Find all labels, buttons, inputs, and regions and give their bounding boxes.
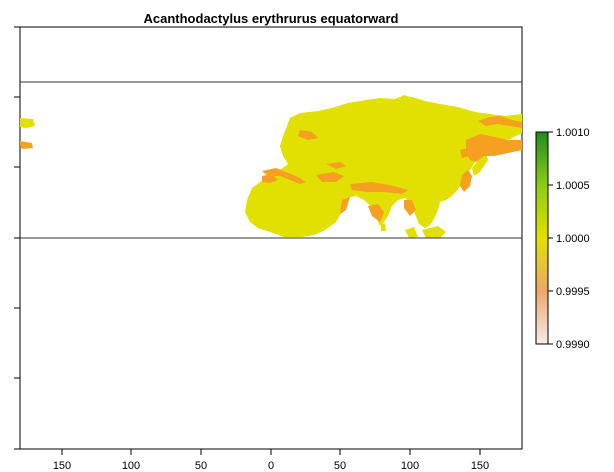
- legend-tick-label: 1.0000: [556, 233, 590, 245]
- x-tick-label: 0: [268, 460, 274, 472]
- legend-colorbar: [535, 131, 549, 345]
- raster-highlight-central-asia: [350, 182, 408, 194]
- x-tick-label: 50: [195, 460, 207, 472]
- x-tick-label: 50: [334, 460, 346, 472]
- raster-highlight-indochina: [404, 200, 416, 216]
- raster-highlight-anatolia: [316, 172, 344, 182]
- raster-highlight-mediterranean: [262, 168, 306, 184]
- x-tick-label: 150: [53, 460, 71, 472]
- legend-tick-label: 0.9990: [556, 339, 590, 351]
- y-axis: [14, 26, 20, 450]
- legend-tick-label: 1.0010: [556, 127, 590, 139]
- raster-highlight-north-europe: [298, 130, 318, 140]
- raster-island-sumatra: [405, 227, 418, 238]
- raster-highlight-red-sea: [340, 197, 350, 214]
- raster-highlight-arctic-east: [460, 148, 470, 158]
- raster-highlight-east-siberia: [466, 134, 522, 162]
- x-axis: 150 100 50 0 50 100 150: [53, 449, 489, 472]
- raster-layer: [20, 95, 522, 238]
- raster-highlight-iberia-maghreb: [262, 174, 278, 183]
- raster-island-japan: [472, 152, 488, 176]
- raster-island-srilanka: [381, 223, 386, 231]
- legend-tick-label: 0.9995: [556, 286, 590, 298]
- raster-highlight-north-arc: [478, 116, 522, 128]
- raster-highlight-caucasus: [326, 162, 346, 169]
- x-tick-label: 100: [122, 460, 140, 472]
- raster-island-svalbard: [398, 95, 410, 102]
- x-tick-label: 150: [471, 460, 489, 472]
- x-tick-label: 100: [401, 460, 419, 472]
- raster-west-fragment-orange: [20, 141, 33, 149]
- legend-tick-label: 1.0005: [556, 180, 590, 192]
- raster-eurasia-africa: [245, 96, 522, 237]
- color-legend: 1.0010 1.0005 1.0000 0.9995 0.9990: [535, 127, 590, 351]
- raster-west-fragment: [20, 118, 35, 128]
- map-title: Acanthodactylus erythrurus equatorward: [143, 11, 399, 26]
- raster-highlight-india: [368, 204, 384, 222]
- raster-island-borneo: [422, 226, 446, 238]
- raster-highlight-korea-japan: [460, 170, 472, 192]
